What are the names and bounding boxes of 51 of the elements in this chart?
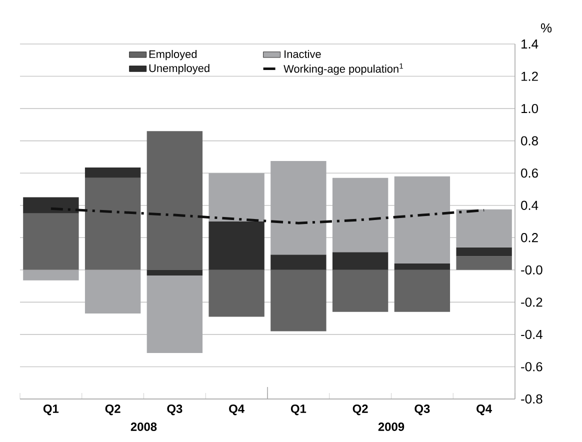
y-tick-label: -0.0 [521, 265, 542, 274]
bar [332, 270, 388, 312]
text: 2008 [130, 422, 157, 431]
legend-label: Employed [149, 50, 197, 60]
text: 2009 [378, 422, 404, 431]
bar [146, 131, 203, 270]
bar [84, 167, 141, 178]
x-tick-label: Q2 [352, 404, 368, 416]
bar [394, 176, 450, 264]
x-tick-label: Q4 [229, 404, 244, 416]
bar [456, 247, 512, 256]
bar [23, 213, 79, 270]
bar [208, 222, 264, 270]
x-tick-label: Q2 [105, 404, 120, 416]
bar [146, 270, 203, 276]
legend-label: Unemployed [149, 64, 210, 74]
bar [270, 270, 326, 332]
y-tick-label: 1.2 [522, 72, 538, 81]
bar [84, 270, 141, 314]
bar [23, 197, 79, 214]
bar [270, 160, 326, 255]
bar [332, 178, 388, 252]
y-tick-label: 1.4 [522, 40, 538, 48]
bar [394, 263, 450, 270]
bar [394, 270, 450, 312]
y-tick-label: 0.2 [521, 233, 538, 242]
bar [456, 256, 512, 270]
y-tick-label: 0.4 [521, 200, 538, 210]
bar [270, 254, 326, 270]
y-tick-label: 0.8 [521, 136, 538, 146]
bar [84, 178, 141, 270]
bar [23, 270, 79, 280]
x-tick-label: Q3 [414, 404, 430, 416]
y-tick-label: -0.6 [521, 362, 542, 372]
y-tick-label: 1.0 [522, 104, 538, 114]
y-tick-label: -0.8 [521, 394, 542, 404]
y-tick-label: 0.6 [521, 168, 538, 178]
legend-label: Inactive [284, 50, 321, 58]
legend-label: Working-age population$^{1}$ [284, 63, 403, 75]
y-axis-title: % [540, 23, 552, 32]
bar [456, 209, 512, 248]
bar [146, 276, 203, 354]
bar [332, 252, 388, 270]
x-tick-label: Q4 [476, 404, 492, 416]
x-tick-label: Q1 [290, 404, 306, 416]
bar [208, 270, 264, 317]
x-tick-label: Q3 [167, 404, 182, 416]
y-tick-label: -0.2 [521, 298, 542, 307]
bar [208, 173, 264, 222]
y-tick-label: -0.4 [521, 330, 542, 340]
x-tick-label: Q1 [43, 404, 59, 416]
